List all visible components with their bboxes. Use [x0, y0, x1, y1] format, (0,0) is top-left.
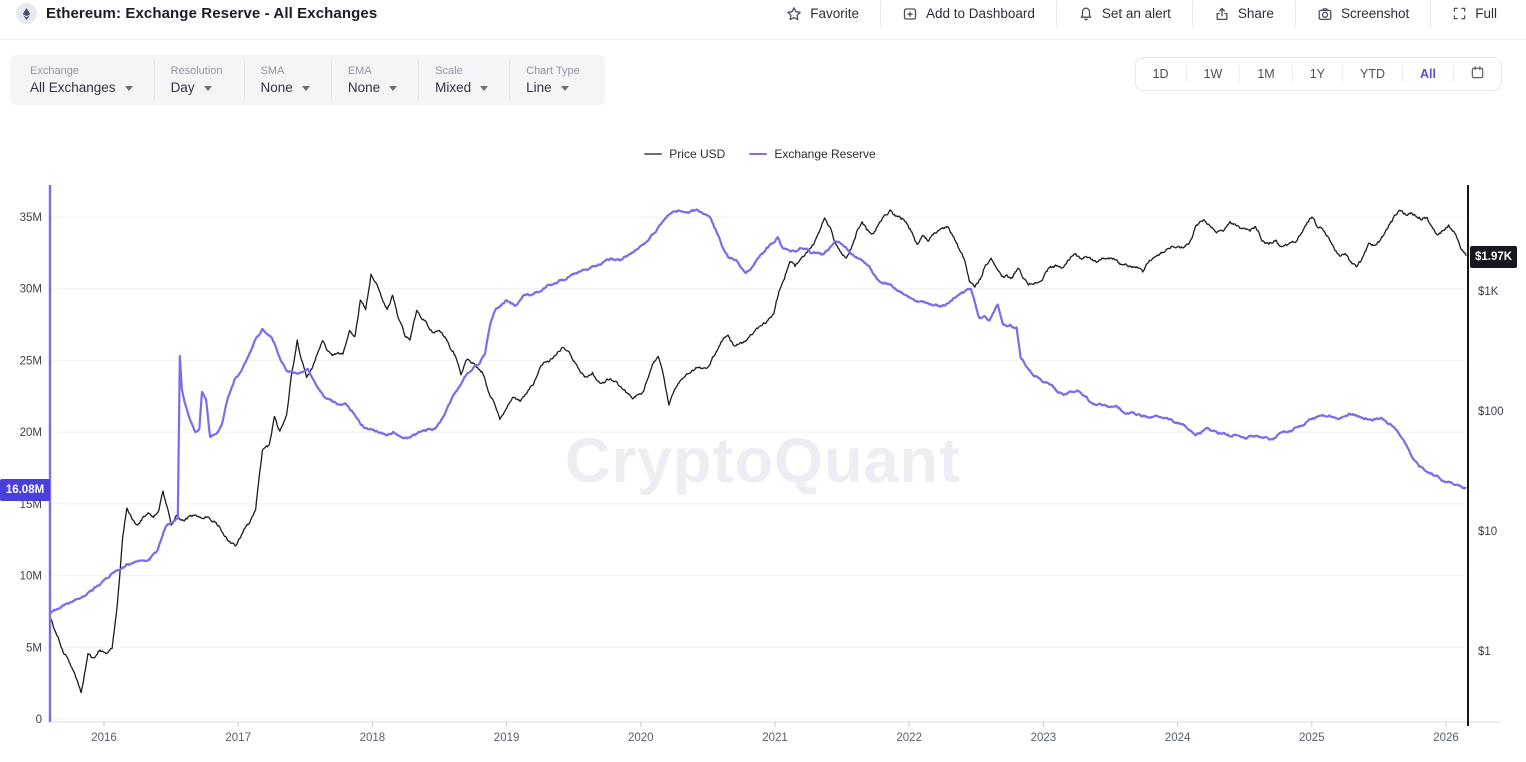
exchange-reserve-line	[50, 208, 1467, 614]
chevron-down-icon	[560, 86, 569, 91]
camera-icon	[1317, 6, 1333, 22]
dropdown-value: None	[260, 80, 293, 95]
left-axis-label: 0	[36, 714, 42, 726]
dropdown-label: EMA	[347, 65, 372, 77]
x-axis-label: 2026	[1433, 732, 1459, 744]
dropdown-sma[interactable]: SMA None	[245, 61, 332, 99]
left-axis-label: 25M	[20, 355, 42, 367]
share-icon	[1214, 6, 1230, 22]
dropdown-scale[interactable]: Scale Mixed	[419, 61, 511, 99]
x-axis-label: 2020	[628, 732, 654, 744]
x-axis-label: 2025	[1299, 732, 1325, 744]
right-axis-label: $1	[1478, 646, 1491, 658]
fullscreen-icon	[1452, 6, 1467, 21]
page-title: Ethereum: Exchange Reserve - All Exchang…	[46, 5, 378, 22]
range-option-1y[interactable]: 1Y	[1291, 66, 1342, 82]
header-action-full-button[interactable]: Full	[1430, 0, 1518, 27]
range-option-1d[interactable]: 1D	[1136, 66, 1186, 82]
header-action-favorite-button[interactable]: Favorite	[765, 1, 880, 27]
chart-legend: Price USD Exchange Reserve	[0, 146, 1520, 162]
dropdown-value: None	[347, 80, 381, 95]
header-action-label: Set an alert	[1101, 6, 1171, 21]
legend-swatch	[644, 152, 663, 156]
dropdown-resolution[interactable]: Resolution Day	[155, 61, 245, 99]
header-action-label: Favorite	[810, 6, 860, 21]
dropdown-label: SMA	[260, 65, 285, 77]
right-axis-label: $10	[1478, 526, 1497, 538]
legend-label: Price USD	[669, 147, 726, 161]
x-axis-label: 2016	[91, 732, 117, 744]
range-option-1w[interactable]: 1W	[1185, 66, 1240, 82]
legend-item-exchange-reserve[interactable]: Exchange Reserve	[749, 147, 876, 161]
dropdown-value: All Exchanges	[30, 80, 116, 95]
dropdown-value: Day	[170, 80, 195, 95]
left-axis-last-value-badge: 16.08M	[0, 479, 50, 501]
calendar-icon	[1470, 65, 1485, 83]
right-axis-last-value-badge: $1.97K	[1470, 246, 1517, 268]
header: Ethereum: Exchange Reserve - All Exchang…	[0, 0, 1526, 40]
dropdown-ema[interactable]: EMA None	[332, 61, 420, 99]
header-action-label: Full	[1475, 6, 1497, 21]
header-action-label: Screenshot	[1340, 6, 1410, 21]
x-axis-label: 2019	[494, 732, 520, 744]
folder-plus-icon	[902, 6, 918, 22]
dropdown-label: Resolution	[170, 65, 223, 77]
x-axis-label: 2022	[896, 732, 922, 744]
right-axis-label: $100	[1478, 406, 1504, 418]
ethereum-logo-icon	[16, 3, 37, 24]
left-axis-label: 10M	[20, 571, 42, 583]
range-option-all[interactable]: All	[1402, 66, 1453, 82]
header-actions: Favorite Add to Dashboard Set an alert Shar…	[765, 0, 1518, 27]
dropdown-exchange[interactable]: Exchange All Exchanges	[14, 61, 155, 99]
dropdown-label: Scale	[435, 65, 463, 77]
dropdown-chart-type[interactable]: Chart Type Line	[510, 61, 601, 99]
star-icon	[786, 6, 802, 22]
chevron-down-icon	[480, 86, 489, 91]
dropdown-label: Exchange	[30, 65, 79, 77]
price-usd-line	[49, 209, 1467, 694]
range-option-1m[interactable]: 1M	[1239, 66, 1291, 82]
legend-swatch	[749, 152, 768, 156]
range-selector: 1D 1W 1M 1Y YTD All	[1134, 57, 1502, 91]
dropdown-label: Chart Type	[526, 65, 580, 77]
header-action-screenshot-button[interactable]: Screenshot	[1294, 0, 1430, 27]
x-axis-label: 2021	[762, 732, 788, 744]
right-axis-label: $1K	[1478, 286, 1499, 298]
x-axis-label: 2023	[1031, 732, 1057, 744]
chevron-down-icon	[124, 86, 133, 91]
date-range-picker-button[interactable]	[1453, 66, 1501, 82]
watermark: CryptoQuant	[565, 426, 961, 496]
left-axis-label: 30M	[20, 284, 42, 296]
header-action-label: Share	[1237, 6, 1274, 21]
header-action-label: Add to Dashboard	[926, 6, 1035, 21]
chart-settings-toolbar: Exchange All Exchanges Resolution Day SMA Non…	[10, 55, 605, 105]
legend-item-price-usd[interactable]: Price USD	[644, 147, 725, 161]
left-axis-label: 15M	[20, 499, 42, 511]
chevron-down-icon	[203, 86, 212, 91]
legend-label: Exchange Reserve	[774, 147, 876, 161]
chevron-down-icon	[389, 86, 398, 91]
left-axis-label: 20M	[20, 427, 42, 439]
left-axis-label: 5M	[26, 642, 42, 654]
header-action-add-to-dashboard-button[interactable]: Add to Dashboard	[880, 0, 1056, 27]
x-axis-label: 2018	[360, 732, 386, 744]
header-action-share-button[interactable]: Share	[1191, 0, 1295, 27]
dropdown-value: Mixed	[435, 80, 472, 95]
dropdown-value: Line	[526, 80, 552, 95]
x-axis-label: 2024	[1165, 732, 1191, 744]
chevron-down-icon	[301, 86, 310, 91]
bell-icon	[1078, 6, 1094, 22]
header-action-set-an-alert-button[interactable]: Set an alert	[1055, 0, 1192, 27]
left-axis-label: 35M	[20, 212, 42, 224]
range-option-ytd[interactable]: YTD	[1342, 66, 1402, 82]
x-axis-label: 2017	[225, 732, 251, 744]
